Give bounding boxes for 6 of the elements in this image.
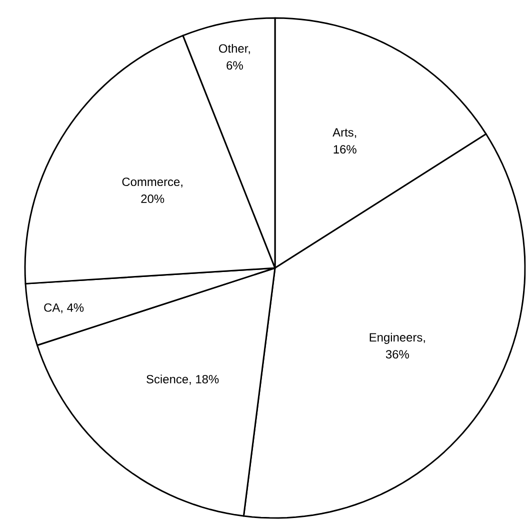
slice-label: Engineers, 36% <box>370 332 426 359</box>
slice-label: CA, 4% <box>44 303 84 314</box>
slice-label: Other, 6% <box>219 44 250 70</box>
slice-label: Science, 18% <box>146 374 219 385</box>
slice-label: Commerce, 20% <box>122 178 183 203</box>
slice-label: Arts, 16% <box>332 128 357 154</box>
